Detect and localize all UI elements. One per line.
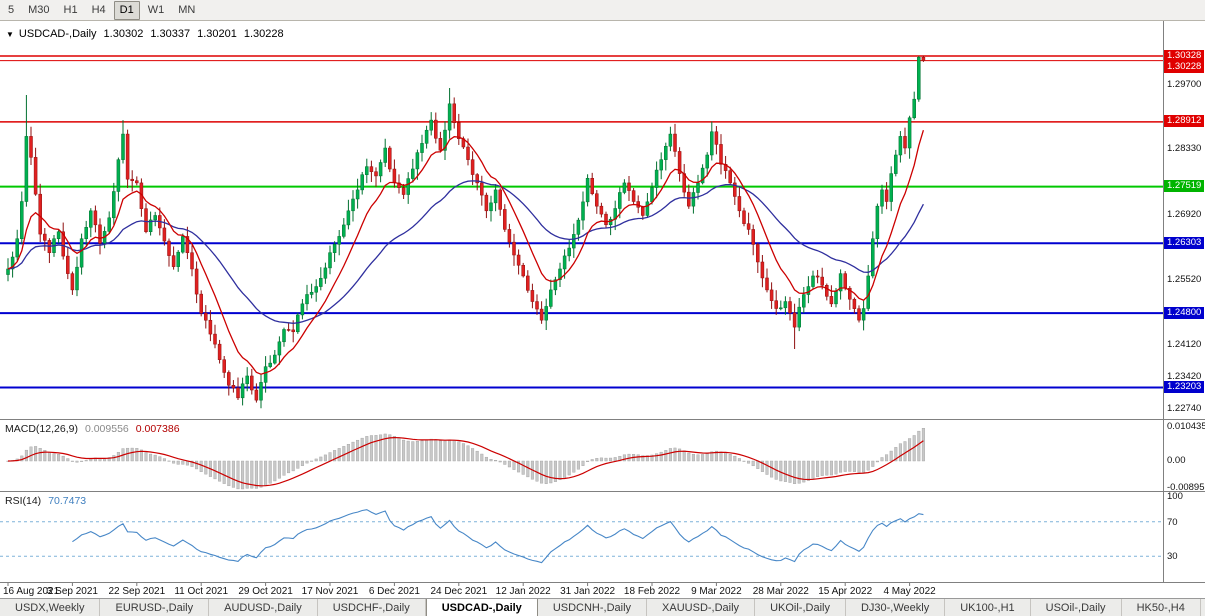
timeframe-button-d1[interactable]: D1 xyxy=(113,0,140,20)
timeframe-button-m30[interactable]: M30 xyxy=(28,3,50,16)
timeframe-button-5[interactable]: 5 xyxy=(8,3,15,16)
chart-tab-xauusd-daily[interactable]: XAUUSD-,Daily xyxy=(647,599,756,616)
chart-tab-usoil-daily[interactable]: USOil-,Daily xyxy=(1031,599,1122,616)
chart-tabs-bar: USDX,Weekly EURUSD-,Daily AUDUSD-,Daily USD… xyxy=(0,598,1205,616)
chart-canvas[interactable] xyxy=(0,0,1205,599)
chart-tab-uk100-h1[interactable]: UK100-,H1 xyxy=(945,599,1031,616)
chart-tab-usdcnh-daily[interactable]: USDCNH-,Daily xyxy=(538,599,648,616)
timeframe-toolbar: 5 M30 H1 H4 D1 W1 MN xyxy=(0,0,1205,21)
chart-tab-hk50-h4[interactable]: HK50-,H4 xyxy=(1122,599,1201,616)
chart-tab-audusd-daily[interactable]: AUDUSD-,Daily xyxy=(209,599,318,616)
timeframe-button-w1[interactable]: W1 xyxy=(147,3,165,16)
chart-tab-usdchf-daily[interactable]: USDCHF-,Daily xyxy=(318,599,426,616)
timeframe-button-h4[interactable]: H4 xyxy=(91,3,106,16)
chart-tab-usdcad-daily[interactable]: USDCAD-,Daily xyxy=(425,599,538,616)
chart-tab-dj30-weekly[interactable]: DJ30-,Weekly xyxy=(846,599,946,616)
timeframe-button-h1[interactable]: H1 xyxy=(63,3,78,16)
chart-tab-ukoil-daily[interactable]: UKOil-,Daily xyxy=(755,599,846,616)
timeframe-button-mn[interactable]: MN xyxy=(178,3,196,16)
chart-tab-usdx-weekly[interactable]: USDX,Weekly xyxy=(0,599,101,616)
chart-tab-eurusd-daily[interactable]: EURUSD-,Daily xyxy=(100,599,210,616)
